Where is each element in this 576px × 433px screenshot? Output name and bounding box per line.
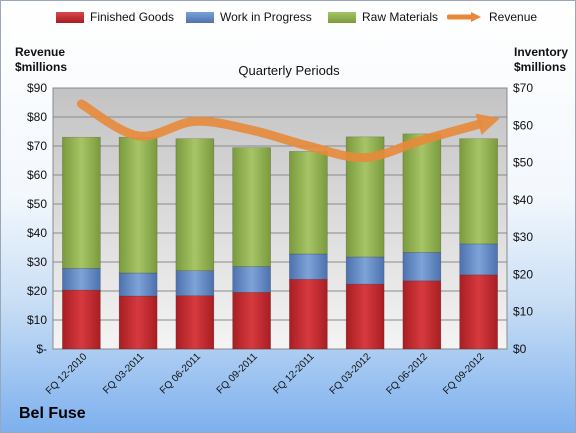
category-label: FQ 06-2011 bbox=[158, 351, 203, 396]
bar-finished-goods bbox=[62, 289, 101, 350]
left-tick-label: $10 bbox=[27, 313, 47, 327]
left-axis-title-line1: Revenue bbox=[15, 45, 66, 59]
legend-arrow-icon bbox=[447, 12, 481, 22]
legend-swatch-finished-goods bbox=[56, 11, 84, 23]
bar-work-in-progress bbox=[232, 266, 271, 293]
category-label: FQ 12-2010 bbox=[44, 351, 90, 397]
bar-finished-goods bbox=[345, 283, 385, 350]
right-tick-label: $70 bbox=[513, 81, 533, 95]
legend-label-finished-goods: Finished Goods bbox=[90, 10, 175, 24]
category-label: FQ 09-2012 bbox=[441, 351, 487, 397]
bar-finished-goods bbox=[289, 278, 328, 350]
bar-raw-materials bbox=[118, 136, 158, 274]
left-tick-label: $80 bbox=[27, 110, 47, 124]
bar-raw-materials bbox=[402, 133, 442, 253]
left-tick-label: $60 bbox=[27, 168, 47, 182]
left-tick-label: $50 bbox=[27, 197, 47, 211]
left-axis-title-line2: $millions bbox=[15, 60, 68, 74]
legend-label-work-in-progress: Work in Progress bbox=[220, 10, 312, 24]
category-label: FQ 06-2012 bbox=[384, 351, 430, 397]
category-label: FQ 09-2011 bbox=[215, 351, 260, 396]
bar-work-in-progress bbox=[175, 270, 215, 296]
legend: Finished Goods Work in Progress Raw Mate… bbox=[1, 10, 575, 30]
bar-finished-goods bbox=[232, 292, 271, 350]
right-tick-label: $40 bbox=[513, 193, 533, 207]
legend-swatch-work-in-progress bbox=[186, 11, 214, 23]
bar-work-in-progress bbox=[289, 253, 328, 280]
bar-work-in-progress bbox=[345, 256, 385, 285]
category-label: FQ 12-2011 bbox=[272, 351, 317, 396]
right-tick-label: $10 bbox=[513, 305, 533, 319]
bar-raw-materials bbox=[62, 136, 101, 269]
left-tick-label: $20 bbox=[27, 284, 47, 298]
legend-label-raw-materials: Raw Materials bbox=[362, 10, 439, 24]
right-tick-label: $20 bbox=[513, 267, 533, 281]
bar-finished-goods bbox=[459, 274, 498, 350]
bar-finished-goods bbox=[118, 295, 158, 350]
left-tick-label: $70 bbox=[27, 139, 47, 153]
left-tick-label: $40 bbox=[27, 226, 47, 240]
bar-finished-goods bbox=[402, 280, 442, 350]
bar-raw-materials bbox=[459, 138, 498, 245]
category-label: FQ 03-2012 bbox=[328, 351, 374, 397]
left-tick-label: $90 bbox=[27, 81, 47, 95]
right-axis-title-line1: Inventory bbox=[514, 45, 569, 59]
bar-raw-materials bbox=[175, 138, 215, 271]
left-axis-title: Revenue $millions bbox=[15, 45, 67, 75]
bar-work-in-progress bbox=[62, 268, 101, 291]
legend-item-finished-goods: Finished Goods bbox=[56, 10, 174, 24]
legend-item-revenue: Revenue bbox=[447, 10, 537, 24]
bar-raw-materials bbox=[232, 147, 271, 267]
right-tick-label: $0 bbox=[513, 342, 527, 356]
category-label: FQ 03-2011 bbox=[101, 351, 146, 396]
left-tick-label: $- bbox=[36, 342, 47, 356]
legend-label-revenue: Revenue bbox=[489, 10, 538, 24]
revenue-line bbox=[76, 99, 484, 163]
right-tick-label: $50 bbox=[513, 156, 533, 170]
revenue-arrowhead bbox=[475, 113, 500, 135]
right-axis-title-line2: $millions bbox=[514, 60, 567, 74]
bar-work-in-progress bbox=[459, 243, 498, 276]
chart-title: Quarterly Periods bbox=[238, 63, 340, 78]
bar-finished-goods bbox=[175, 295, 215, 350]
bar-raw-materials bbox=[289, 151, 328, 255]
right-tick-label: $60 bbox=[513, 118, 533, 132]
left-tick-label: $30 bbox=[27, 255, 47, 269]
legend-item-raw-materials: Raw Materials bbox=[328, 10, 438, 24]
right-tick-label: $30 bbox=[513, 230, 533, 244]
bar-work-in-progress bbox=[402, 252, 442, 282]
company-name: Bel Fuse bbox=[19, 405, 86, 422]
bar-work-in-progress bbox=[118, 272, 158, 297]
right-axis-title: Inventory $millions bbox=[514, 45, 568, 75]
legend-item-work-in-progress: Work in Progress bbox=[186, 10, 312, 24]
legend-swatch-raw-materials bbox=[328, 11, 356, 23]
